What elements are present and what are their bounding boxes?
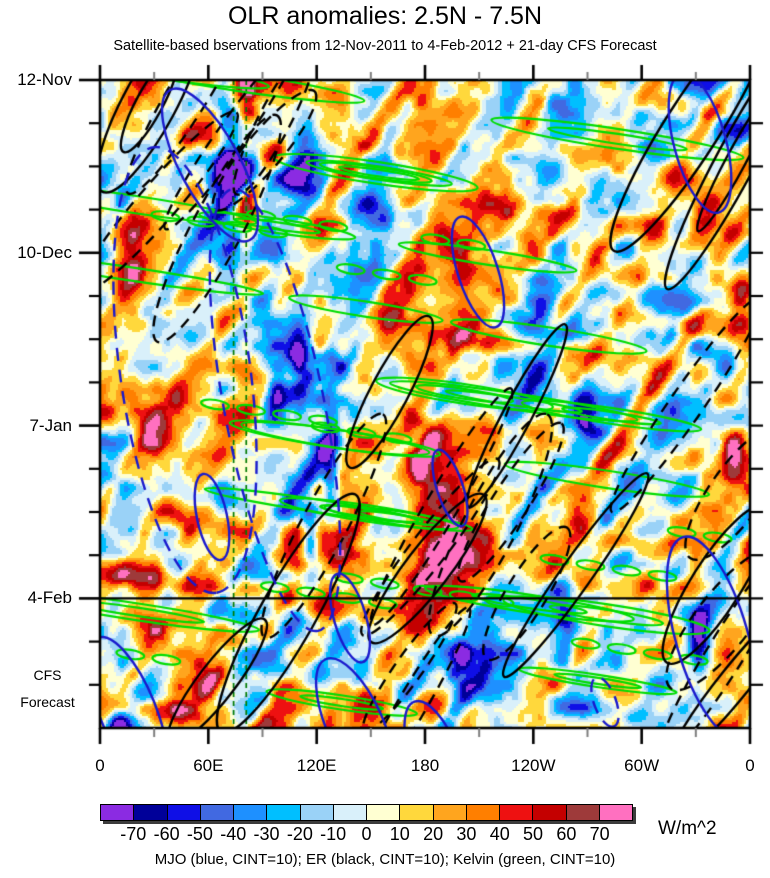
x-tick-label-120E-120: 120E — [296, 756, 337, 775]
colorbar-level--20: -20 — [286, 824, 313, 844]
colorbar — [100, 804, 633, 821]
colorbar-level-20: 20 — [423, 824, 444, 844]
colorbar-level--30: -30 — [253, 824, 280, 844]
colorbar-level-0: 0 — [361, 824, 372, 844]
x-tick-label-0-360: 0 — [745, 756, 755, 775]
colorbar-cell-8 — [367, 805, 401, 820]
colorbar-level-60: 60 — [556, 824, 577, 844]
colorbar-level-50: 50 — [523, 824, 544, 844]
cfs-forecast-line-1: CFS — [33, 667, 62, 683]
colorbar-cell-11 — [466, 805, 500, 820]
colorbar-cell-7 — [333, 805, 367, 820]
hovmoller-heatmap-canvas — [0, 55, 770, 755]
x-tick-label-0-0: 0 — [95, 756, 105, 775]
colorbar-level-30: 30 — [456, 824, 477, 844]
colorbar-cell-12 — [500, 805, 534, 820]
cfs-forecast-line-2: Forecast — [20, 694, 75, 710]
colorbar-units-label: W/m^2 — [658, 818, 717, 839]
colorbar-cell-6 — [300, 805, 334, 820]
colorbar-cell-14 — [566, 805, 600, 820]
colorbar-cell-10 — [433, 805, 467, 820]
colorbar-cell-9 — [400, 805, 434, 820]
y-tick-label-12-Nov: 12-Nov — [17, 70, 72, 89]
colorbar-cell-0 — [101, 805, 135, 820]
y-tick-label-7-Jan: 7-Jan — [29, 415, 72, 435]
x-tick-label-60E-60: 60E — [193, 756, 224, 775]
colorbar-cell-2 — [167, 805, 201, 820]
colorbar-level--10: -10 — [320, 824, 347, 844]
colorbar-cell-15 — [599, 805, 632, 820]
colorbar-level-10: 10 — [389, 824, 410, 844]
page-title: OLR anomalies: 2.5N - 7.5N — [227, 2, 543, 30]
colorbar-cell-1 — [134, 805, 168, 820]
x-tick-label-120W-240: 120W — [511, 756, 556, 775]
colorbar-level--40: -40 — [220, 824, 247, 844]
colorbar-level--60: -60 — [153, 824, 180, 844]
colorbar-cell-3 — [200, 805, 234, 820]
y-tick-label-10-Dec: 10-Dec — [17, 242, 72, 262]
x-tick-label-60W-300: 60W — [624, 756, 660, 775]
y-tick-label-4-Feb: 4-Feb — [27, 588, 72, 608]
x-tick-label-180-180: 180 — [410, 756, 440, 775]
colorbar-tick-labels: -70 -60 -50 -40 -30 -20 -10 0 10 20 30 40 50 60 70 — [100, 824, 633, 846]
colorbar-cell-5 — [267, 805, 301, 820]
colorbar-level--70: -70 — [120, 824, 147, 844]
colorbar-cell-4 — [234, 805, 268, 820]
colorbar-cell-13 — [533, 805, 567, 820]
colorbar-level-40: 40 — [489, 824, 510, 844]
contour-legend-caption: MJO (blue, CINT=10); ER (black, CINT=10)… — [154, 851, 616, 868]
chart-subtitle: Satellite-based bservations from 12-Nov-… — [113, 38, 657, 54]
colorbar-level--50: -50 — [186, 824, 213, 844]
colorbar-level-70: 70 — [589, 824, 610, 844]
